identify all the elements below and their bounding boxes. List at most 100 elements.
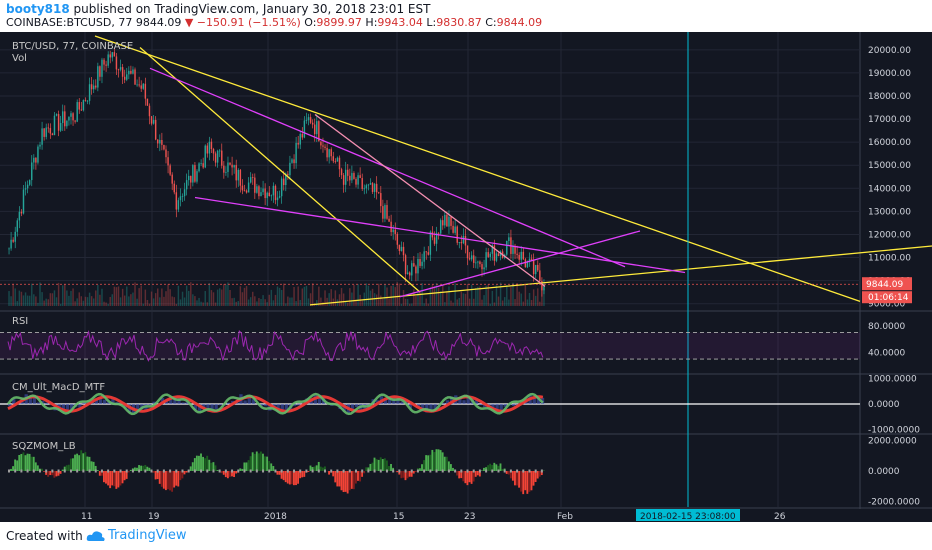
sqzmom-zero-dot: [274, 469, 277, 473]
candle-body: [16, 220, 19, 232]
sqzmom-bar: [363, 471, 366, 474]
sqzmom-zero-dot: [509, 469, 512, 473]
tradingview-cloud-icon: [86, 531, 105, 541]
candle-body: [245, 190, 248, 193]
candle-body: [225, 171, 227, 173]
volume-bar: [227, 282, 229, 306]
candle-body: [462, 236, 465, 244]
volume-bar: [491, 290, 494, 306]
sqzmom-bar: [195, 455, 198, 471]
sqzmom-zero-dot: [218, 469, 221, 473]
volume-bar: [318, 286, 320, 306]
sqzmom-bar: [447, 461, 450, 471]
sqzmom-zero-dot: [305, 469, 308, 473]
macd-histogram-bar: [206, 404, 210, 409]
sqzmom-zero-dot: [144, 469, 147, 473]
sqzmom-zero-dot: [206, 469, 209, 473]
volume-bar: [185, 285, 188, 306]
volume-bar: [425, 298, 427, 306]
macd-histogram-bar: [408, 404, 412, 409]
candle-body: [159, 139, 161, 144]
sqzmom-zero-dot: [516, 469, 519, 473]
sqzmom-bar: [200, 453, 202, 471]
volume-bar: [398, 283, 401, 306]
candle-body: [369, 183, 372, 185]
sqzmom-bar: [319, 466, 322, 471]
volume-bar: [439, 291, 442, 306]
macd-histogram-bar: [421, 404, 425, 412]
volume-bar: [431, 284, 434, 306]
sqzmom-bar: [156, 471, 159, 480]
sqzmom-bar: [499, 463, 502, 471]
candle-body: [532, 259, 535, 275]
sqzmom-bar: [204, 458, 207, 471]
volume-bar: [235, 301, 237, 306]
macd-histogram-bar: [45, 402, 49, 404]
candle-body: [37, 146, 39, 163]
sqzmom-bar: [357, 471, 359, 481]
volume-bar: [241, 292, 244, 306]
volume-bar: [316, 300, 318, 306]
sqzmom-bar: [189, 466, 192, 471]
candle-body: [347, 169, 349, 176]
sqzmom-zero-dot: [324, 469, 327, 473]
volume-bar: [113, 286, 116, 306]
candle-body: [264, 188, 266, 199]
macd-histogram-bar: [103, 399, 107, 404]
candle-body: [258, 186, 260, 197]
candle-body: [88, 84, 91, 101]
sqzmom-zero-dot: [497, 469, 500, 473]
candle-body: [62, 111, 64, 123]
macd-histogram-bar: [511, 404, 516, 406]
sqzmom-bar: [72, 458, 74, 471]
volume-bar: [309, 293, 312, 306]
sqzmom-zero-dot: [361, 469, 364, 473]
sqzmom-bar: [173, 471, 176, 488]
author-link[interactable]: booty818: [6, 2, 70, 16]
sqzmom-zero-dot: [156, 469, 159, 473]
sqzmom-bar: [61, 469, 64, 471]
candle-body: [173, 183, 175, 193]
candle-body: [477, 261, 479, 263]
candle-body: [307, 117, 310, 121]
candle-body: [216, 150, 219, 163]
volume-bar: [493, 302, 496, 306]
sqzmom-bar: [117, 471, 120, 488]
candle-body: [66, 120, 68, 127]
tradingview-brand[interactable]: TradingView: [108, 528, 187, 543]
sqzmom-bar: [412, 471, 415, 474]
volume-bar: [12, 283, 14, 306]
candle-body: [121, 67, 124, 77]
sqzmom-bar: [313, 466, 316, 471]
candle-body: [291, 159, 293, 163]
candle-body: [470, 255, 473, 260]
candle-body: [113, 52, 116, 57]
candle-body: [361, 178, 363, 189]
volume-bar: [173, 297, 175, 306]
candle-body: [543, 284, 545, 291]
sqzmom-bar: [528, 471, 531, 492]
volume-bar: [175, 303, 178, 306]
price-tick-label: 19000.00: [868, 69, 911, 79]
volume-bar: [88, 292, 91, 306]
candle-body: [303, 120, 306, 138]
sqzmom-bar: [169, 471, 171, 491]
sqzmom-zero-dot: [398, 469, 401, 473]
candle-body: [365, 185, 368, 189]
chart-area[interactable]: 20000.00 19000.00 18000.00 17000.00 16000.00…: [0, 32, 932, 522]
chart-canvas[interactable]: 20000.00 19000.00 18000.00 17000.00 16000.00…: [0, 32, 932, 522]
volume-bar: [214, 302, 217, 306]
x-tick-label: 2018: [264, 512, 287, 522]
volume-bar: [475, 287, 477, 306]
candle-body: [363, 188, 366, 190]
sqzmom-bar: [317, 461, 320, 471]
candle-body: [353, 173, 355, 179]
sqzmom-bar: [443, 456, 446, 471]
volume-bar: [142, 303, 145, 306]
candle-body: [169, 165, 171, 175]
volume-bar: [109, 296, 111, 306]
candle-body: [322, 145, 324, 147]
candle-body: [479, 261, 481, 265]
sqzmom-bar: [425, 455, 428, 471]
sqzmom-bar: [210, 462, 213, 471]
